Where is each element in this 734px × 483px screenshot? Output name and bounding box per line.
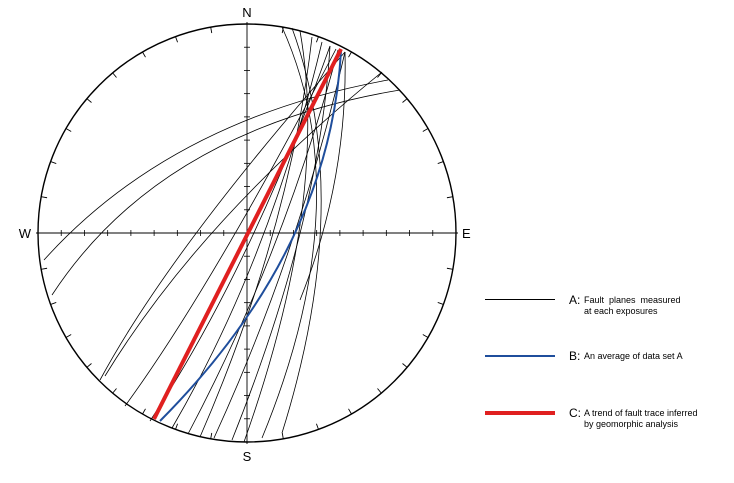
rim-tick xyxy=(402,98,408,103)
fault-plane xyxy=(124,48,337,407)
legend-line-c xyxy=(485,411,555,415)
legend-letter-c: C: xyxy=(569,406,581,420)
rim-tick xyxy=(112,388,117,394)
rim-tick xyxy=(446,267,453,270)
rim-tick xyxy=(210,432,213,439)
legend-item-c: C: A trend of fault trace inferred by ge… xyxy=(485,407,725,441)
rim-tick xyxy=(112,72,117,78)
legend-item-b: B: An average of data set A xyxy=(485,350,725,384)
rim-tick xyxy=(281,27,284,34)
rim-tick xyxy=(446,196,453,199)
rim-tick xyxy=(142,51,146,58)
legend-text-b: An average of data set A xyxy=(584,351,683,361)
rim-tick xyxy=(65,334,72,338)
fault-plane xyxy=(104,71,383,377)
rim-tick xyxy=(50,302,57,305)
rim-tick xyxy=(348,408,352,415)
rim-tick xyxy=(316,36,319,43)
rim-tick xyxy=(175,36,178,43)
rim-tick xyxy=(86,363,92,368)
legend-letter-a: A: xyxy=(569,293,581,307)
legend-letter-b: B: xyxy=(569,349,581,363)
west-label: W xyxy=(19,226,32,241)
fault-plane xyxy=(213,51,346,439)
fault-plane xyxy=(149,45,331,422)
rim-ticks xyxy=(41,27,453,439)
rim-tick xyxy=(422,334,429,338)
rim-tick xyxy=(210,27,213,34)
north-label: N xyxy=(242,5,251,20)
legend-line-b xyxy=(485,355,555,357)
fault-plane xyxy=(299,51,346,301)
rim-tick xyxy=(437,302,444,305)
fault-plane xyxy=(281,27,322,434)
average-plane xyxy=(159,50,342,422)
east-label: E xyxy=(462,226,471,241)
rim-tick xyxy=(65,128,72,132)
rim-tick xyxy=(377,388,382,394)
rim-tick xyxy=(348,51,352,58)
fault-plane xyxy=(261,26,317,439)
fault-planes xyxy=(43,26,401,443)
rim-tick xyxy=(50,161,57,164)
fault-plane xyxy=(199,36,313,438)
rim-tick xyxy=(175,423,178,430)
fault-plane xyxy=(243,30,309,443)
axis-ticks xyxy=(37,23,457,443)
rim-tick xyxy=(281,432,284,439)
rim-tick xyxy=(377,72,382,78)
legend-item-a: A: Fault planes measured at each exposur… xyxy=(485,294,725,328)
legend-text-a: Fault planes measured at each exposures xyxy=(584,295,681,316)
legend-text-c: A trend of fault trace inferred by geomo… xyxy=(584,408,698,429)
rim-tick xyxy=(437,161,444,164)
rim-tick xyxy=(86,98,92,103)
rim-tick xyxy=(41,196,48,199)
fault-plane xyxy=(43,79,389,261)
fault-trace-trend xyxy=(152,48,343,420)
rim-tick xyxy=(142,408,146,415)
legend-line-a xyxy=(485,299,555,300)
rim-tick xyxy=(422,128,429,132)
rim-tick xyxy=(41,267,48,270)
rim-tick xyxy=(316,423,319,430)
fault-plane xyxy=(99,51,346,381)
rim-tick xyxy=(402,363,408,368)
south-label: S xyxy=(243,449,252,464)
fault-plane xyxy=(187,49,339,435)
fault-plane xyxy=(51,89,401,296)
fault-plane xyxy=(231,45,331,441)
